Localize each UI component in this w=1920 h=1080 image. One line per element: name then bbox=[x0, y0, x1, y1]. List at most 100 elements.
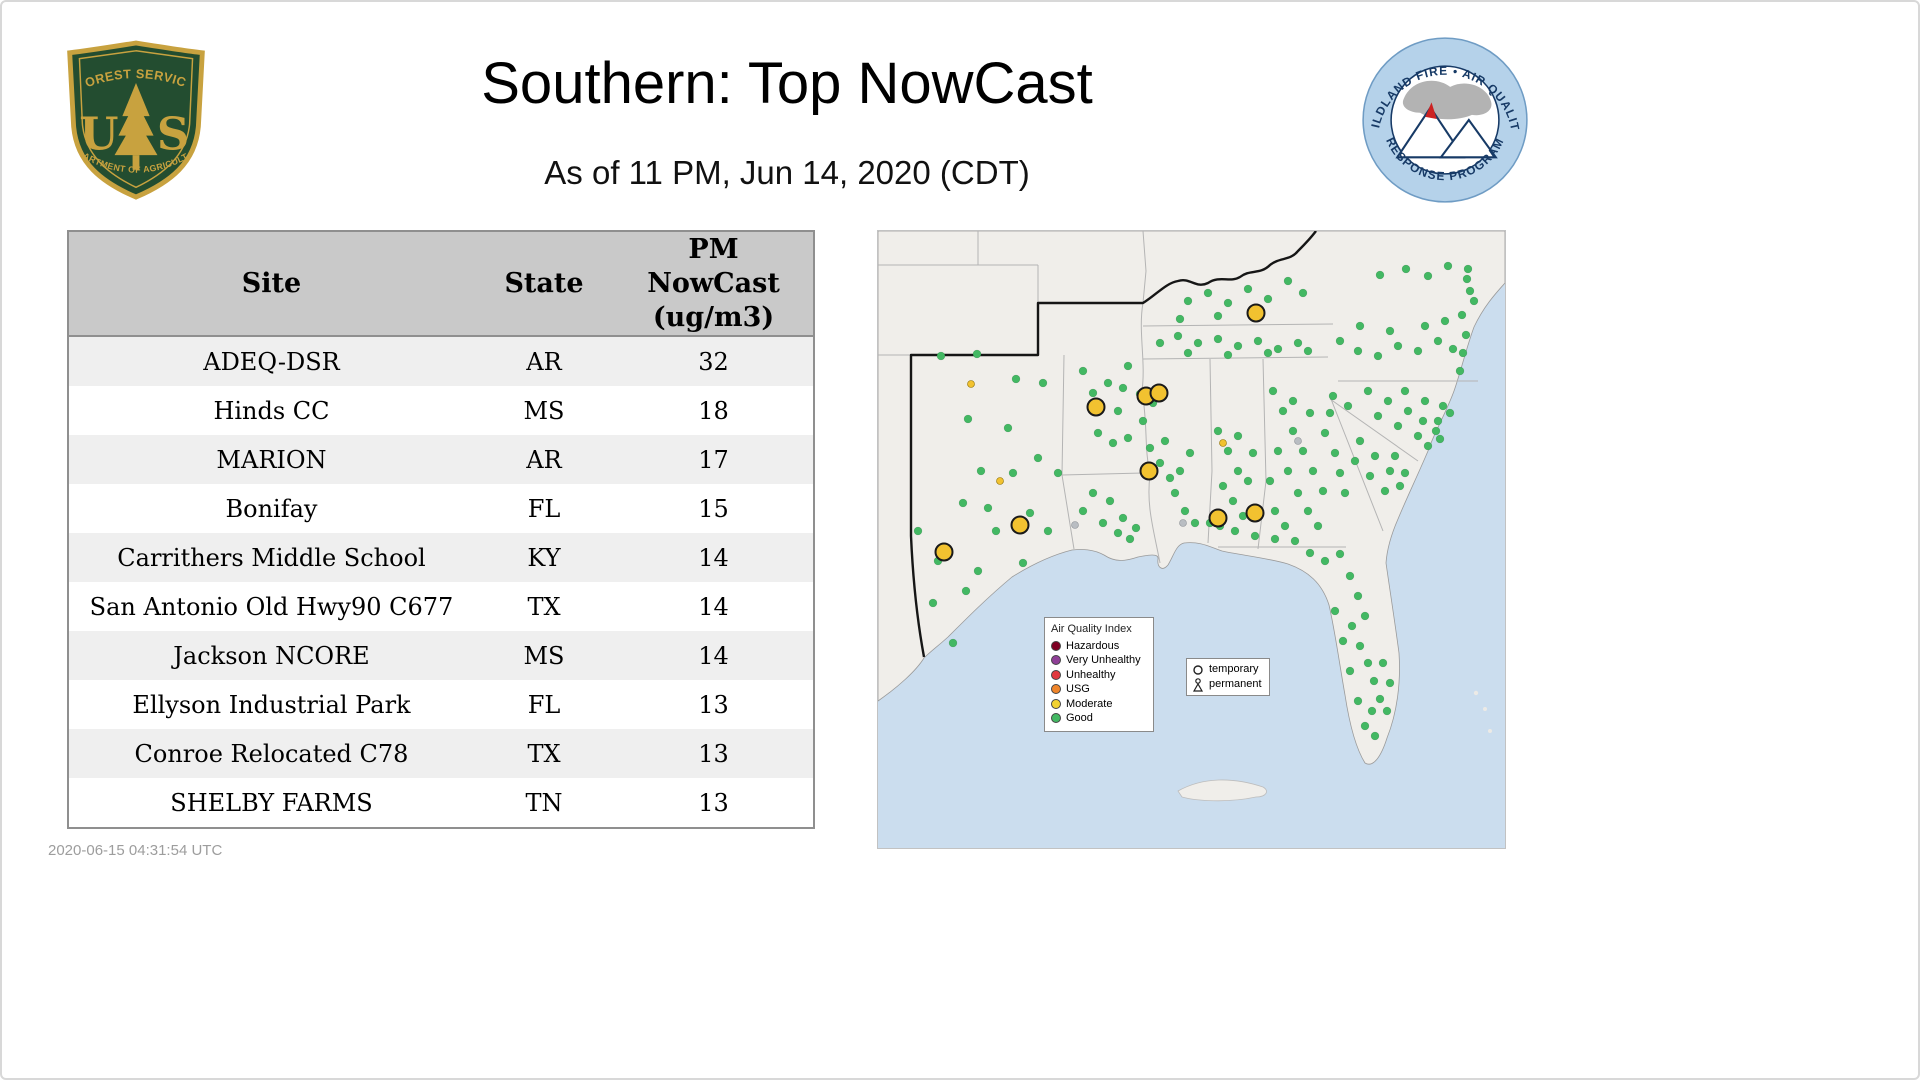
column-header-site: Site bbox=[68, 231, 474, 338]
monitor-dot-nodata bbox=[1071, 521, 1079, 529]
monitor-dot-good bbox=[1223, 298, 1233, 308]
monitor-dot-good bbox=[1131, 523, 1141, 533]
monitor-dot-good bbox=[1155, 338, 1165, 348]
monitor-dot-good bbox=[1248, 448, 1258, 458]
site-cell: Bonifay bbox=[68, 484, 474, 534]
site-cell: MARION bbox=[68, 435, 474, 485]
monitor-dot-good bbox=[1170, 488, 1180, 498]
monitor-dot-good bbox=[1367, 706, 1377, 716]
monitor-dot-moderate-temporary bbox=[1139, 461, 1159, 481]
state-cell: FL bbox=[474, 484, 614, 534]
monitor-dot-good bbox=[1440, 316, 1450, 326]
table-row: San Antonio Old Hwy90 C677 TX 14 bbox=[68, 582, 814, 632]
monitor-dot-good bbox=[1025, 508, 1035, 518]
temporary-label: temporary bbox=[1209, 663, 1259, 675]
monitor-dot-good bbox=[1113, 406, 1123, 416]
monitor-dot-good bbox=[948, 638, 958, 648]
monitor-dot-good bbox=[1378, 658, 1388, 668]
aqi-legend: Air Quality Index Hazardous Very Unhealth… bbox=[1044, 617, 1154, 732]
monitor-dot-good bbox=[1445, 408, 1455, 418]
temporary-legend-row: temporary bbox=[1192, 662, 1264, 677]
temporary-marker-icon bbox=[1193, 664, 1203, 675]
monitor-dot-good bbox=[1328, 391, 1338, 401]
shield-inner-line bbox=[78, 50, 194, 189]
permanent-label: permanent bbox=[1209, 678, 1262, 690]
monitor-dot-good bbox=[983, 503, 993, 513]
monitor-dot-good bbox=[1418, 416, 1428, 426]
monitor-dot-good bbox=[972, 349, 982, 359]
monitor-dot-moderate-temporary bbox=[1149, 383, 1169, 403]
monitor-dot-good bbox=[1233, 431, 1243, 441]
monitor-dot-good bbox=[1463, 264, 1473, 274]
monitor-dot-good bbox=[1335, 468, 1345, 478]
monitor-dot-good bbox=[1431, 426, 1441, 436]
monitor-dot-good bbox=[1253, 336, 1263, 346]
monitor-dot-good bbox=[1105, 496, 1115, 506]
monitor-dot-good bbox=[1213, 311, 1223, 321]
value-cell: 15 bbox=[614, 484, 814, 534]
monitor-dot-good bbox=[1438, 401, 1448, 411]
aqi-legend-label: USG bbox=[1066, 683, 1090, 695]
aqi-color-swatch-icon bbox=[1051, 698, 1061, 709]
monitor-dot-good bbox=[1395, 481, 1405, 491]
aqi-legend-item: Hazardous bbox=[1051, 639, 1147, 654]
monitor-dot-good bbox=[1250, 531, 1260, 541]
monitor-dot-good bbox=[1325, 408, 1335, 418]
state-cell: MS bbox=[474, 386, 614, 436]
monitor-dot-good bbox=[961, 586, 971, 596]
monitor-dot-good bbox=[1355, 321, 1365, 331]
monitor-dot-good bbox=[1355, 641, 1365, 651]
column-header-value: PM NowCast (ug/m3) bbox=[614, 231, 814, 338]
monitor-dot-good bbox=[1230, 526, 1240, 536]
monitor-dot-good bbox=[1298, 446, 1308, 456]
monitor-dot-good bbox=[1223, 350, 1233, 360]
monitor-dot-good bbox=[1400, 468, 1410, 478]
monitor-dot-good bbox=[1385, 326, 1395, 336]
monitor-dot-good bbox=[1193, 338, 1203, 348]
table-row: MARION AR 17 bbox=[68, 435, 814, 485]
aqi-legend-items: Hazardous Very Unhealthy Unhealthy USG Moder… bbox=[1051, 639, 1147, 726]
aqi-color-swatch-icon bbox=[1051, 640, 1061, 651]
monitor-dot-good bbox=[1370, 451, 1380, 461]
bahamas-islands bbox=[1473, 690, 1492, 733]
aqi-legend-item: Unhealthy bbox=[1051, 668, 1147, 683]
monitor-dot-good bbox=[1293, 488, 1303, 498]
monitor-dot-good bbox=[1008, 468, 1018, 478]
monitor-dot-good bbox=[1433, 416, 1443, 426]
monitor-dot-moderate-small bbox=[967, 380, 975, 388]
monitor-dot-good bbox=[1365, 471, 1375, 481]
monitor-dot-moderate-temporary bbox=[1010, 515, 1030, 535]
table-row: Ellyson Industrial Park FL 13 bbox=[68, 680, 814, 730]
monitor-dot-good bbox=[1293, 338, 1303, 348]
monitor-dot-good bbox=[1373, 351, 1383, 361]
fs-logo-letter-u: U bbox=[79, 107, 118, 160]
monitor-dot-good bbox=[1435, 434, 1445, 444]
monitor-dot-good bbox=[1288, 396, 1298, 406]
monitor-dot-good bbox=[1382, 706, 1392, 716]
state-cell: AR bbox=[474, 435, 614, 485]
map-svg bbox=[878, 231, 1505, 848]
monitor-dot-good bbox=[1385, 678, 1395, 688]
monitor-dot-good bbox=[1400, 386, 1410, 396]
site-cell: SHELBY FARMS bbox=[68, 778, 474, 829]
monitor-dot-good bbox=[1273, 344, 1283, 354]
value-cell: 14 bbox=[614, 631, 814, 681]
monitor-dot-good bbox=[1370, 731, 1380, 741]
monitor-dot-good bbox=[1350, 456, 1360, 466]
monitor-dot-good bbox=[1335, 336, 1345, 346]
monitor-dot-good bbox=[1233, 466, 1243, 476]
nowcast-table-body: ADEQ-DSR AR 32 Hinds CC MS 18 MARION AR 17 Bonifa… bbox=[68, 336, 814, 829]
monitor-dot-good bbox=[1338, 636, 1348, 646]
monitor-dot-good bbox=[1308, 466, 1318, 476]
fs-logo-letter-s: S bbox=[157, 107, 189, 160]
cuba-island bbox=[1177, 779, 1267, 802]
monitor-dot-good bbox=[1183, 348, 1193, 358]
monitor-dot-good bbox=[1363, 386, 1373, 396]
column-header-state: State bbox=[474, 231, 614, 338]
monitor-dot-good bbox=[1420, 396, 1430, 406]
monitor-dot-good bbox=[1457, 310, 1467, 320]
value-cell: 18 bbox=[614, 386, 814, 436]
monitor-dot-good bbox=[913, 526, 923, 536]
aqi-legend-label: Good bbox=[1066, 712, 1093, 724]
monitor-dot-moderate-temporary bbox=[1208, 508, 1228, 528]
